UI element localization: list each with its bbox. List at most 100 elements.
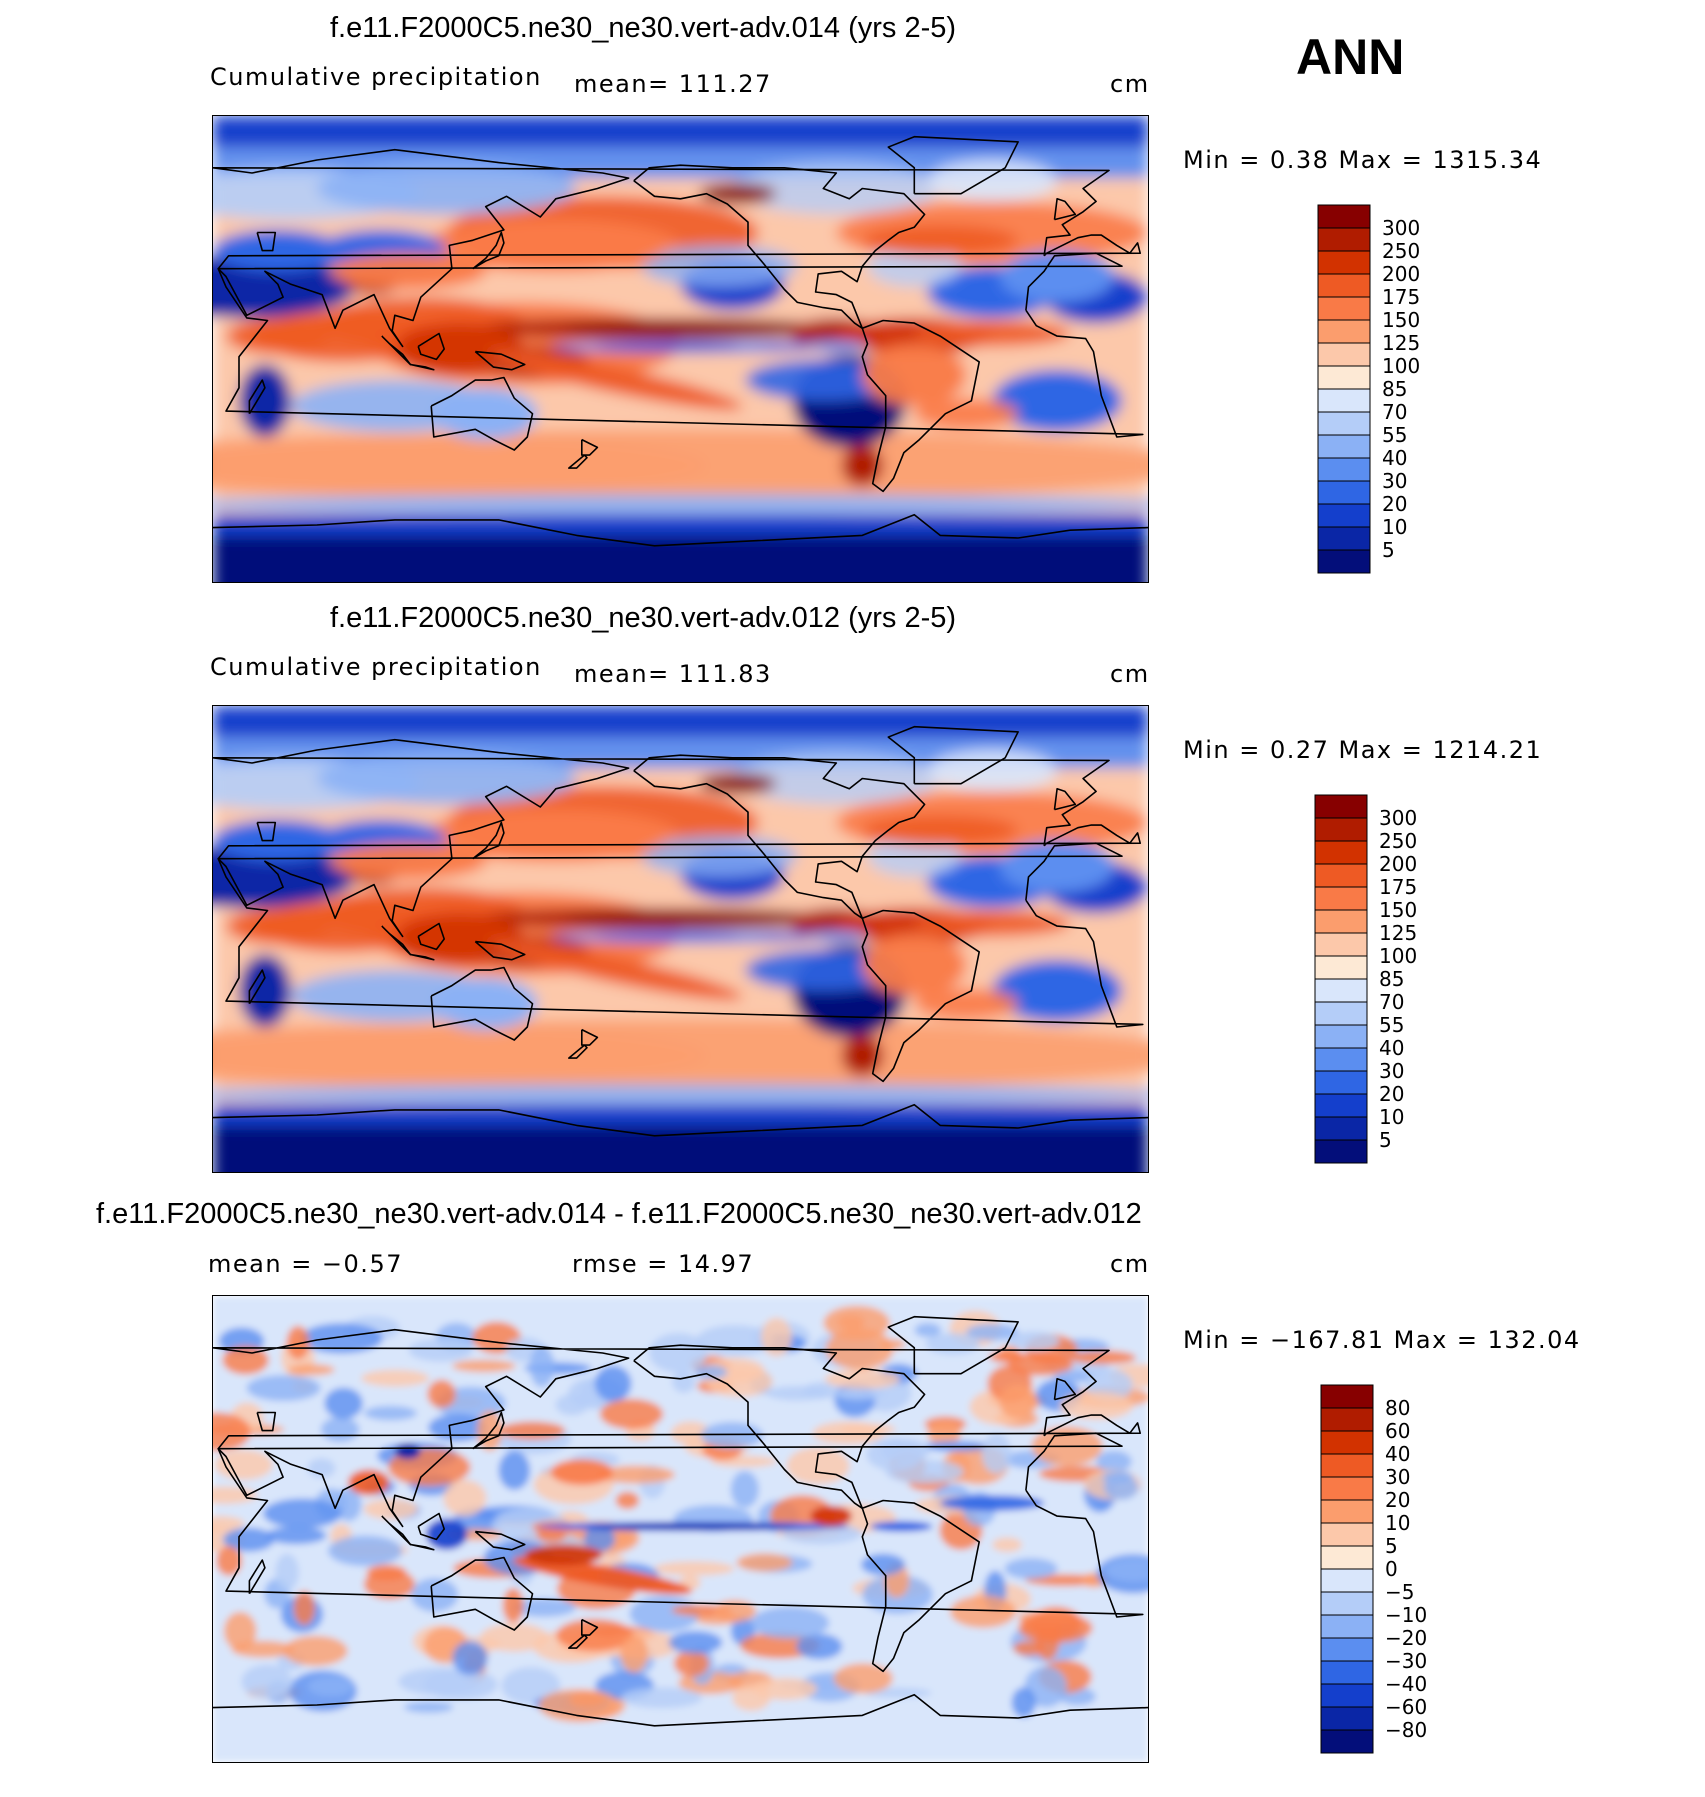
coastline-14 [213,1103,1148,1137]
coastline-7 [472,231,505,270]
colorbar-1-swatch-10 [1317,434,1371,459]
field-blob [989,1350,1026,1363]
colorbar-3-label-6: 5 [1385,1534,1398,1558]
colorbar-2-swatch-6 [1314,932,1368,957]
coastline-2 [256,821,277,842]
field-blob [398,1667,480,1696]
coastline-0 [217,842,1144,1028]
precip-field [213,706,1148,1172]
coastline-4 [410,1543,435,1551]
field-blob [694,1364,728,1380]
field-blob [1105,1558,1148,1582]
coastline-3 [381,1515,412,1546]
coastline-0 [217,1432,1144,1618]
field-blob [408,1338,474,1362]
colorbar-2-label-10: 40 [1379,1036,1404,1060]
panel1-map-svg [213,116,1148,582]
field-blob [555,1394,589,1416]
field-blob [513,1556,693,1595]
antarctic-core [213,1125,1148,1172]
panel3-colorbar: 80 60 40 30 20 10 5 0 −5 −10 −20 −30 −40 −60 −80 [1320,1384,1461,1755]
colorbar-2-swatch-0 [1314,794,1368,819]
field-blob [999,250,1115,303]
field-blob [364,1405,417,1421]
coastline-5 [417,332,445,361]
colorbar-3-swatch-15 [1320,1729,1374,1754]
colorbar-3-swatch-14 [1320,1706,1374,1731]
colorbar-3-swatch-9 [1320,1591,1374,1616]
colorbar-3-swatch-4 [1320,1476,1374,1501]
field-blob [833,1663,893,1694]
colorbar-1-label-5: 125 [1382,331,1420,355]
coastline-2 [256,1411,277,1432]
coastline-9 [581,438,599,456]
field-blob [862,933,967,996]
colorbar-2-swatch-11 [1314,1047,1368,1072]
field-blob [745,359,902,401]
colorbar-3-label-8: −5 [1385,1580,1414,1604]
field-blob [732,752,941,805]
coastline-9 [581,1618,599,1636]
panel2-map-svg [213,706,1148,1172]
field-blob [862,814,1019,846]
coastline-8 [430,376,534,451]
colorbar-1-swatch-15 [1317,549,1371,574]
field-blob [529,1346,555,1388]
colorbar-3-label-2: 40 [1385,1442,1410,1466]
coastline-12 [887,135,1019,195]
field-blob [329,843,486,880]
field-blob [927,160,1058,202]
field-blob [796,1633,843,1660]
panel3-map-svg [213,1296,1148,1762]
colorbar-2-swatch-2 [1314,840,1368,865]
colorbar-1-label-3: 175 [1382,285,1420,309]
colorbar-2-label-8: 70 [1379,990,1404,1014]
coastline-3 [381,335,412,366]
coastline-10 [568,1044,588,1059]
field-blob [327,1535,403,1567]
colorbar-3-swatch-13 [1320,1683,1374,1708]
coastline-11 [633,754,926,920]
coastline-14 [213,513,1148,547]
colorbar-2-swatch-10 [1314,1024,1368,1049]
coastline-13 [861,1499,980,1673]
field-blob [879,1339,906,1350]
field-blob [300,1323,383,1354]
colorbar-3-swatch-7 [1320,1545,1374,1570]
field-blob [713,1599,757,1623]
colorbar-2-swatch-14 [1314,1116,1368,1141]
field-blob [222,1345,269,1375]
coastline-6 [474,940,526,961]
field-blob [213,229,343,272]
field-blob [862,343,967,406]
colorbar-3-swatch-1 [1320,1407,1374,1432]
field-blob [805,931,868,942]
coastline-15 [1053,1378,1077,1401]
field-blob [324,1387,363,1419]
colorbar-3-label-1: 60 [1385,1419,1410,1443]
panel1-map [212,115,1149,583]
colorbar-1-label-8: 70 [1382,400,1407,424]
field-blob [925,1333,980,1355]
field-blob [320,1417,360,1443]
colorbar-3-swatch-10 [1320,1614,1374,1639]
coastlines [213,135,1148,547]
colorbar-2-label-7: 85 [1379,967,1404,991]
field-blob [348,1469,390,1496]
coastline-11 [633,164,926,330]
coastline-4 [410,953,435,961]
colorbar-1-label-2: 200 [1382,262,1420,286]
colorbar-3-label-0: 80 [1385,1396,1410,1420]
field-blob [459,219,668,272]
colorbar-1-label-11: 30 [1382,469,1407,493]
panel2-minmax: Min = 0.27 Max = 1214.21 [1183,736,1543,764]
field-blob [594,343,741,350]
arctic-core [213,116,1148,148]
colorbar-1-label-10: 40 [1382,446,1407,470]
field-blob [810,1505,852,1527]
field-blob [307,1676,354,1697]
colorbar-3-label-12: −40 [1385,1672,1427,1696]
field-blob [1059,1392,1134,1420]
field-blob [433,977,538,1030]
